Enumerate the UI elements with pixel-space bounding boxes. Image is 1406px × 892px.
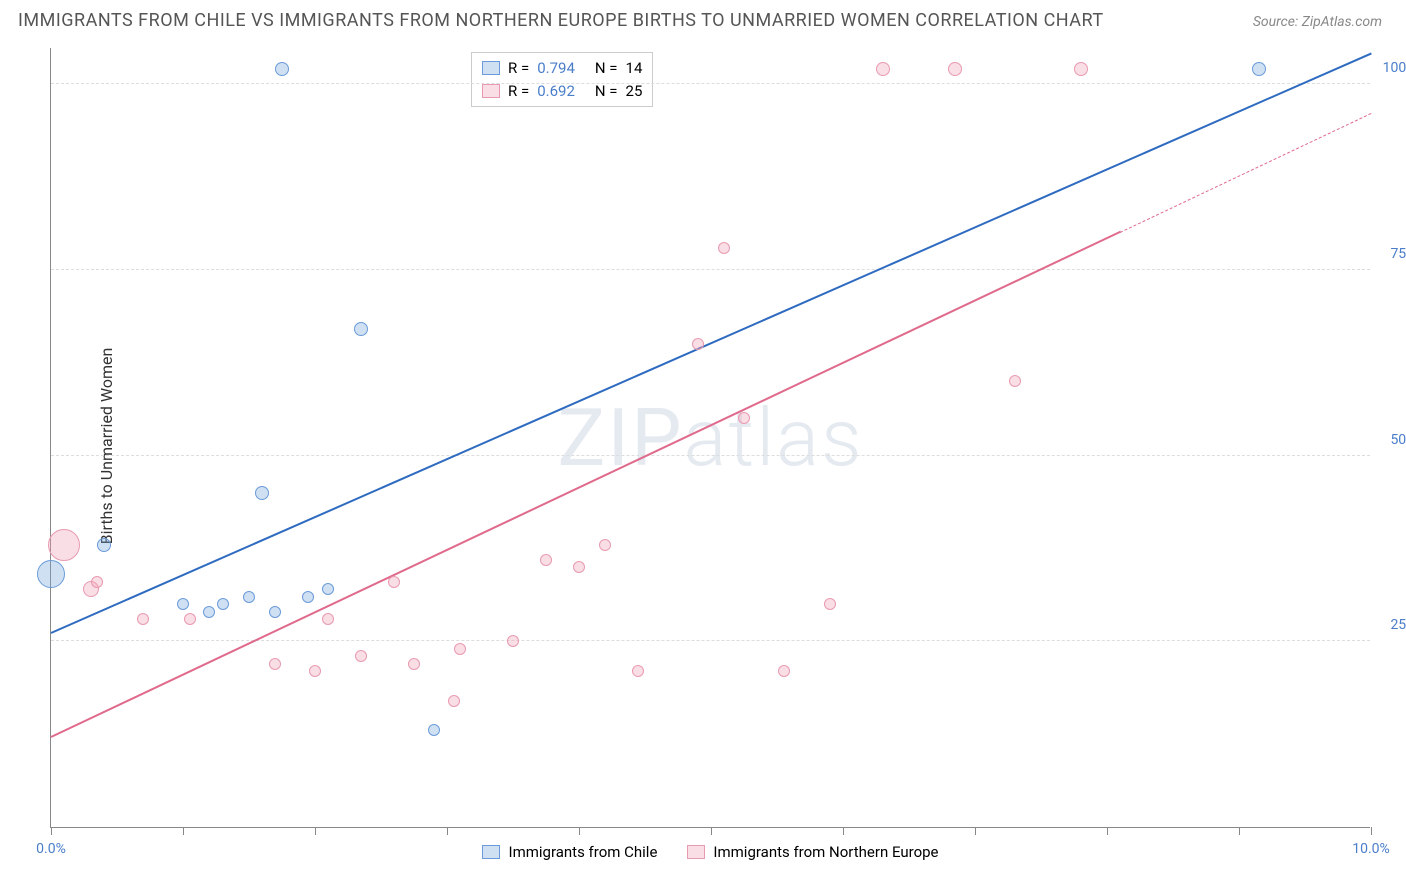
plot-area: ZIPatlas R =0.794N =14R =0.692N =25 Immi… <box>50 48 1370 828</box>
data-point-neurope <box>824 598 836 610</box>
chart-title: IMMIGRANTS FROM CHILE VS IMMIGRANTS FROM… <box>18 10 1104 31</box>
data-point-chile <box>322 583 334 595</box>
legend-swatch <box>687 845 705 859</box>
data-point-neurope <box>1074 62 1088 76</box>
data-point-chile <box>354 322 368 336</box>
x-tick <box>711 827 712 835</box>
y-tick-label: 100.0% <box>1383 60 1406 76</box>
data-point-neurope <box>599 539 611 551</box>
legend-row: R = 0.794 N = 14 <box>482 57 642 80</box>
data-point-neurope <box>573 561 585 573</box>
trend-line <box>1120 113 1371 233</box>
legend-label: Immigrants from Chile <box>508 843 657 861</box>
y-tick-label: 25.0% <box>1390 617 1406 633</box>
data-point-neurope <box>322 613 334 625</box>
x-tick-label: 10.0% <box>1352 841 1390 857</box>
data-point-neurope <box>91 576 103 588</box>
gridline-h <box>51 269 1370 270</box>
data-point-neurope <box>137 613 149 625</box>
legend-series: Immigrants from Chile Immigrants from Nor… <box>51 843 1370 861</box>
data-point-neurope <box>692 338 704 350</box>
data-point-chile <box>269 606 281 618</box>
x-tick <box>1239 827 1240 835</box>
data-point-neurope <box>540 554 552 566</box>
data-point-neurope <box>454 643 466 655</box>
data-point-neurope <box>876 62 890 76</box>
x-tick <box>1371 827 1372 835</box>
data-point-neurope <box>632 665 644 677</box>
legend-item: Immigrants from Northern Europe <box>687 843 938 861</box>
x-tick <box>315 827 316 835</box>
x-tick <box>183 827 184 835</box>
legend-swatch <box>482 845 500 859</box>
legend-swatch <box>482 61 500 75</box>
x-tick-label: 0.0% <box>36 841 66 857</box>
y-tick-label: 75.0% <box>1390 246 1406 262</box>
legend-label: Immigrants from Northern Europe <box>713 843 938 861</box>
trend-line <box>51 53 1372 634</box>
data-point-neurope <box>48 529 80 561</box>
data-point-chile <box>255 486 269 500</box>
data-point-chile <box>217 598 229 610</box>
legend-item: Immigrants from Chile <box>482 843 657 861</box>
legend-r-label: R = <box>508 57 529 80</box>
legend-correlation: R =0.794N =14R =0.692N =25 <box>471 52 653 107</box>
legend-r-value: 0.794 <box>537 57 575 80</box>
data-point-neurope <box>448 695 460 707</box>
legend-n-label: N = <box>595 57 618 80</box>
data-point-neurope <box>355 650 367 662</box>
data-point-chile <box>243 591 255 603</box>
x-tick <box>51 827 52 835</box>
data-point-neurope <box>388 576 400 588</box>
data-point-neurope <box>778 665 790 677</box>
trend-line <box>51 231 1121 738</box>
gridline-h <box>51 83 1370 84</box>
x-tick <box>975 827 976 835</box>
x-tick <box>1107 827 1108 835</box>
data-point-chile <box>1252 62 1266 76</box>
legend-n-value: 14 <box>626 57 643 80</box>
x-tick <box>843 827 844 835</box>
data-point-chile <box>97 538 111 552</box>
y-tick-label: 50.0% <box>1390 432 1406 448</box>
data-point-chile <box>203 606 215 618</box>
x-tick <box>447 827 448 835</box>
data-point-neurope <box>718 242 730 254</box>
gridline-h <box>51 455 1370 456</box>
legend-swatch <box>482 84 500 98</box>
data-point-neurope <box>507 635 519 647</box>
data-point-neurope <box>184 613 196 625</box>
data-point-neurope <box>948 62 962 76</box>
data-point-chile <box>37 560 65 588</box>
data-point-chile <box>275 62 289 76</box>
data-point-neurope <box>408 658 420 670</box>
x-tick <box>579 827 580 835</box>
data-point-chile <box>428 724 440 736</box>
data-point-neurope <box>738 412 750 424</box>
data-point-chile <box>177 598 189 610</box>
data-point-neurope <box>1009 375 1021 387</box>
data-point-neurope <box>309 665 321 677</box>
data-point-chile <box>302 591 314 603</box>
source-attribution: Source: ZipAtlas.com <box>1253 14 1382 30</box>
watermark: ZIPatlas <box>557 391 863 485</box>
data-point-neurope <box>269 658 281 670</box>
